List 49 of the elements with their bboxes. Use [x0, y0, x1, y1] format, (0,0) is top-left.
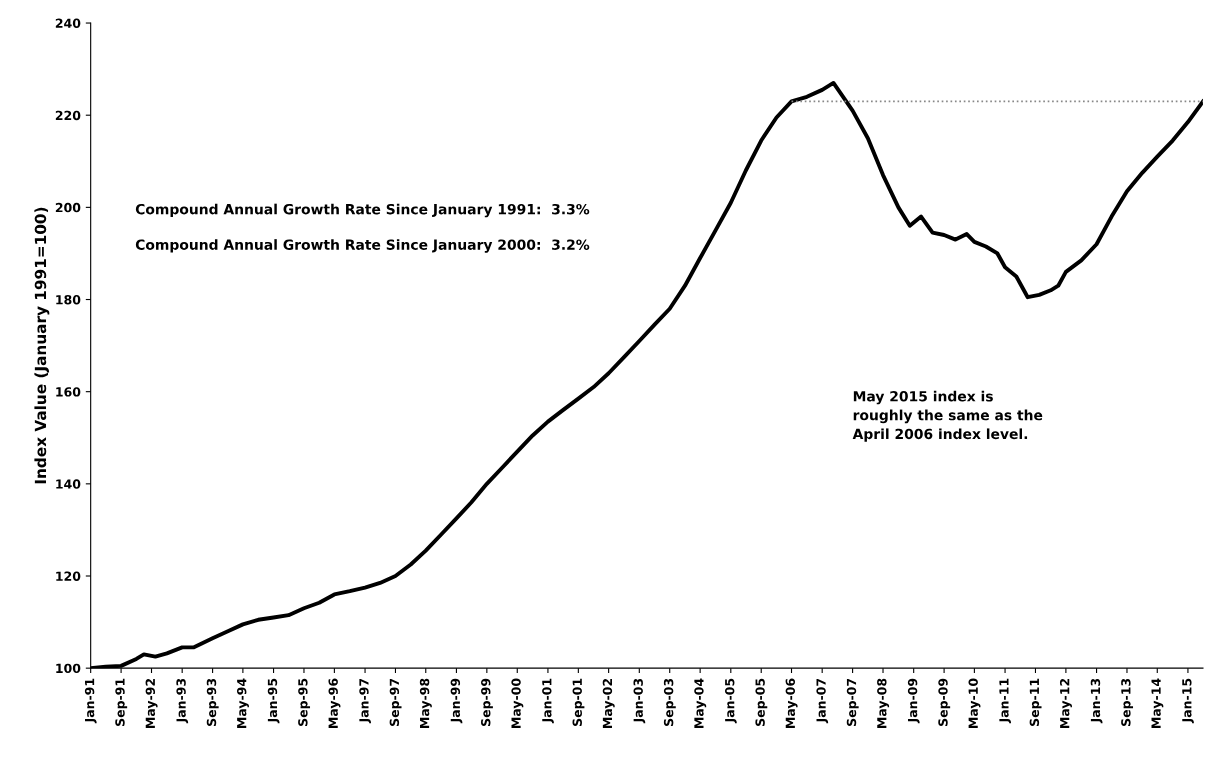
x-tick-label: Jan-01: [542, 678, 554, 724]
x-tick-label: May-12: [1059, 678, 1072, 728]
x-tick-label: Jan-05: [724, 678, 737, 724]
y-tick-label: 100: [56, 663, 81, 674]
y-tick-label: 120: [56, 571, 81, 581]
x-tick-label: Jan-03: [633, 678, 646, 724]
x-tick-label: Sep-95: [298, 678, 311, 726]
annotation: Compound Annual Growth Rate Since January 1991: 3.3%: [135, 203, 590, 218]
x-tick-label: Sep-05: [755, 678, 768, 726]
x-tick-label: Sep-13: [1121, 678, 1134, 726]
x-tick-label: Jan-09: [907, 678, 920, 724]
x-tick-label: Jan-97: [359, 678, 371, 724]
x-tick-label: Sep-91: [115, 678, 128, 726]
y-tick-label: 200: [55, 202, 81, 213]
annotation: May 2015 index is roughly the same as the April 2006 index level.: [852, 390, 1043, 442]
x-tick-label: May-94: [236, 678, 249, 728]
x-tick-label: Sep-93: [206, 678, 219, 726]
x-tick-label: Sep-01: [572, 678, 585, 726]
x-tick-label: Sep-99: [481, 678, 493, 726]
x-tick-label: Sep-07: [846, 678, 859, 726]
x-tick-label: May-96: [328, 678, 341, 728]
x-tick-label: Jan-07: [816, 678, 829, 724]
x-tick-label: May-08: [877, 678, 890, 728]
x-tick-label: Sep-03: [663, 678, 676, 726]
x-tick-label: May-02: [602, 678, 615, 728]
x-tick-label: Sep-11: [1029, 678, 1042, 726]
x-tick-label: Jan-91: [84, 678, 97, 724]
y-tick-label: 160: [56, 387, 81, 397]
x-tick-label: May-14: [1151, 678, 1164, 728]
x-tick-label: Sep-09: [938, 678, 951, 726]
x-tick-label: May-98: [419, 678, 432, 728]
y-tick-label: 220: [55, 110, 81, 121]
x-tick-label: Jan-15: [1182, 678, 1194, 724]
x-tick-label: Jan-99: [450, 678, 463, 724]
x-tick-label: Jan-11: [999, 678, 1012, 724]
x-tick-label: Jan-93: [176, 678, 189, 724]
annotation: Compound Annual Growth Rate Since January 2000: 3.2%: [135, 239, 590, 253]
x-tick-label: May-92: [145, 678, 158, 728]
x-tick-label: May-04: [694, 678, 707, 728]
y-tick-label: 140: [56, 479, 81, 489]
x-tick-label: May-10: [968, 678, 981, 728]
x-tick-label: May-00: [511, 678, 524, 728]
y-axis-title: Index Value (January 1991=100): [34, 207, 50, 484]
x-tick-label: May-06: [785, 678, 798, 728]
y-tick-label: 240: [55, 18, 81, 28]
x-tick-label: Jan-13: [1090, 678, 1103, 724]
x-tick-label: Jan-95: [267, 678, 280, 724]
x-tick-label: Sep-97: [389, 678, 402, 726]
y-tick-label: 180: [56, 294, 81, 305]
